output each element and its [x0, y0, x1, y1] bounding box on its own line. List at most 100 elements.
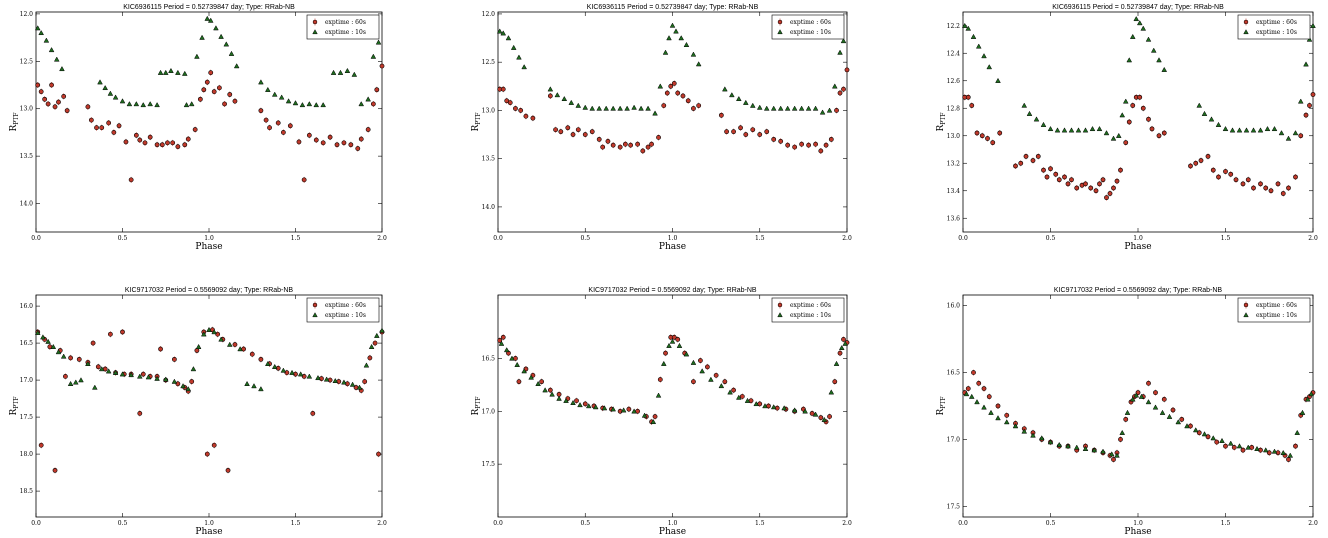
data-point	[35, 82, 41, 88]
data-point	[320, 140, 326, 146]
data-point	[97, 79, 103, 85]
data-point	[690, 51, 697, 57]
data-point	[738, 125, 743, 131]
data-point	[753, 400, 760, 407]
data-point	[194, 348, 200, 353]
data-point	[313, 137, 319, 143]
data-point	[1166, 413, 1173, 419]
data-point	[278, 94, 285, 100]
data-point	[1159, 409, 1166, 415]
legend-box	[771, 297, 845, 323]
y-tick-label: 16.0	[947, 303, 961, 310]
legend-box	[1237, 297, 1311, 323]
data-point	[264, 360, 271, 366]
x-tick-label: 2.0	[377, 520, 387, 527]
data-point	[722, 379, 728, 385]
data-point	[1119, 112, 1126, 118]
data-point	[669, 338, 676, 344]
data-point	[1115, 132, 1122, 138]
data-point	[112, 369, 119, 375]
data-point	[809, 410, 815, 416]
legend-marker-circle	[1243, 19, 1249, 25]
data-point	[299, 102, 306, 108]
data-point	[673, 28, 679, 34]
data-point	[749, 102, 756, 108]
data-point	[1140, 105, 1146, 111]
data-point	[1193, 160, 1199, 166]
chart-title: KIC9717032 Period = 0.5569092 day; Type:…	[588, 287, 757, 294]
x-tick-label: 0.5	[580, 520, 590, 527]
data-point	[165, 140, 170, 146]
data-point	[61, 93, 67, 99]
chart-title: KIC6936115 Period = 0.52739847 day; Type…	[1052, 4, 1224, 11]
data-point	[1012, 423, 1019, 429]
data-point	[750, 127, 756, 133]
data-point	[812, 411, 819, 417]
legend-label: exptime : 10s	[790, 29, 831, 36]
data-point	[140, 102, 147, 108]
data-point	[42, 96, 48, 102]
data-point	[287, 123, 293, 129]
data-point	[76, 356, 82, 362]
data-point	[1201, 431, 1208, 437]
data-point	[228, 50, 235, 56]
data-point	[301, 373, 307, 379]
data-point	[1216, 174, 1221, 180]
data-point	[199, 34, 205, 40]
data-point	[974, 399, 980, 405]
data-point	[497, 338, 503, 343]
data-point	[1250, 127, 1257, 133]
data-point	[968, 393, 975, 399]
data-point	[582, 132, 588, 137]
data-point	[185, 136, 191, 142]
data-point	[140, 371, 146, 377]
data-point	[770, 105, 777, 111]
data-point	[43, 37, 50, 43]
data-point	[1240, 181, 1246, 187]
data-point	[207, 17, 214, 23]
data-point	[126, 101, 133, 107]
data-point	[1123, 140, 1129, 146]
data-point	[683, 41, 690, 47]
series-exptime-60s	[962, 91, 1316, 201]
data-point	[986, 394, 992, 400]
data-point	[1307, 103, 1312, 108]
data-point	[107, 331, 113, 337]
series-exptime-10s	[961, 15, 1316, 141]
data-point	[367, 355, 373, 361]
data-point	[727, 389, 733, 395]
data-point	[175, 69, 181, 75]
data-point	[218, 33, 224, 39]
data-point	[1104, 195, 1109, 201]
data-point	[698, 358, 703, 363]
data-point	[770, 404, 777, 410]
data-point	[1236, 443, 1243, 449]
x-tick-label: 0.0	[493, 235, 503, 242]
data-point	[574, 398, 579, 404]
data-point	[781, 405, 788, 411]
data-point	[1198, 158, 1204, 163]
data-point	[147, 134, 153, 140]
data-point	[1205, 153, 1211, 159]
data-point	[171, 378, 178, 384]
data-point	[162, 69, 169, 75]
chart-title: KIC9717032 Period = 0.5569092 day; Type:…	[125, 287, 294, 294]
data-point	[48, 47, 55, 53]
data-point	[38, 89, 44, 95]
data-point	[119, 371, 126, 377]
data-point	[258, 386, 264, 392]
data-point	[981, 53, 987, 59]
data-point	[313, 102, 320, 108]
data-point	[1073, 444, 1080, 450]
data-point	[518, 108, 524, 113]
y-tick-label: 12.6	[947, 78, 961, 85]
data-point	[997, 130, 1003, 136]
data-point	[563, 397, 569, 403]
legend-marker-circle	[312, 302, 318, 308]
data-point	[626, 406, 632, 412]
data-point	[91, 384, 98, 390]
data-point	[965, 386, 971, 392]
data-point	[285, 98, 292, 104]
y-axis-label-sub: PTF	[13, 397, 20, 409]
data-point	[570, 399, 576, 405]
